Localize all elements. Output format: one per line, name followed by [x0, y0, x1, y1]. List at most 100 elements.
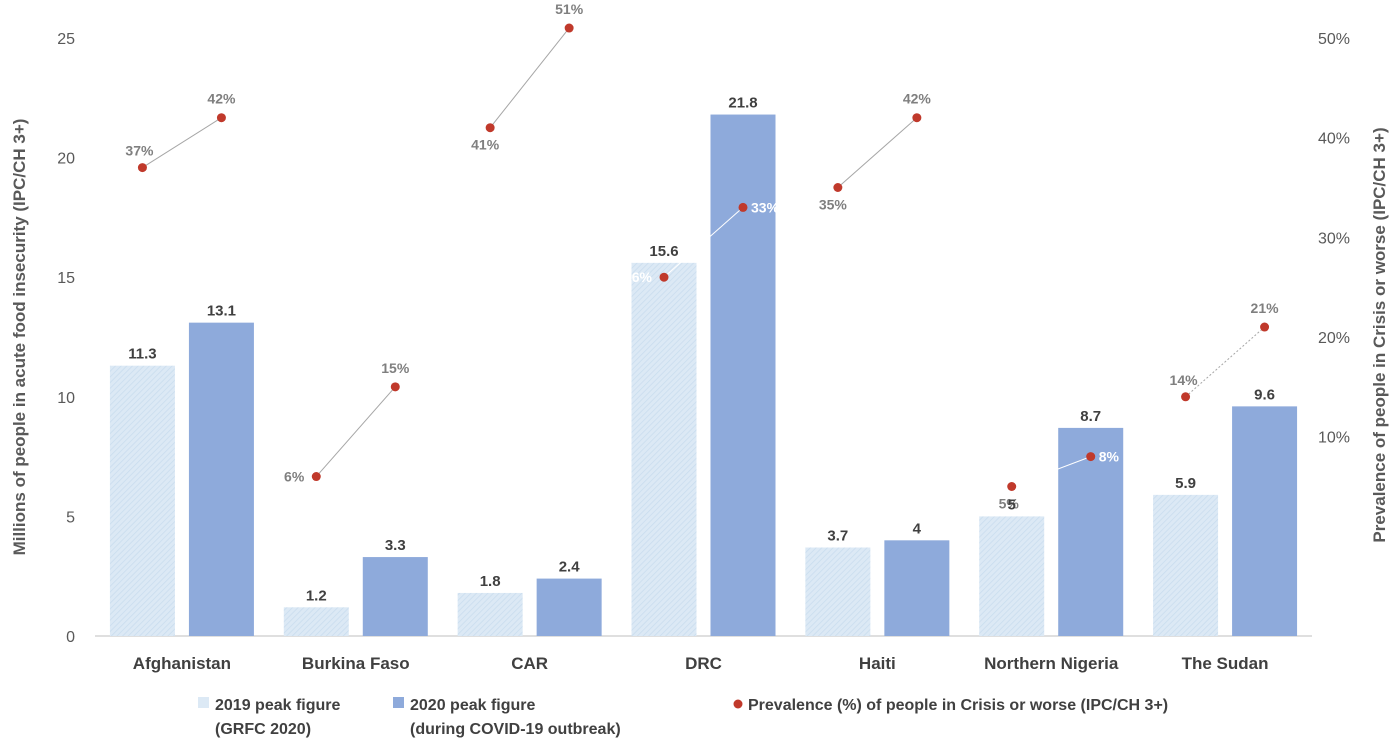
- prevalence-label-2019: 5%: [999, 496, 1020, 512]
- bars: [109, 114, 1298, 636]
- y-tick-label: 10: [57, 390, 75, 407]
- bar-value-label: 1.2: [306, 587, 327, 604]
- prevalence-label-2019: 41%: [471, 137, 500, 153]
- legend-label-2020-line2: (during COVID-19 outbreak): [410, 721, 621, 738]
- prevalence-label-2020: 21%: [1251, 300, 1280, 316]
- prevalence-label-2020: 42%: [903, 91, 932, 107]
- prevalence-lines: 37% 42% 6% 15% 41% 51% 26% 33% 35% 42% 5% 8% 14% 21%: [125, 1, 1279, 511]
- y-tick-label: 5: [66, 509, 75, 526]
- bar-value-label: 2.4: [559, 559, 581, 576]
- bar-value-label: 3.7: [827, 527, 848, 544]
- category-label: Afghanistan: [133, 654, 231, 673]
- bar-2020: [536, 578, 602, 636]
- bar-2019: [283, 607, 349, 636]
- prevalence-label-2020: 51%: [555, 1, 584, 17]
- legend: 2019 peak figure (GRFC 2020) 2020 peak f…: [198, 697, 1168, 738]
- bar-2019: [979, 516, 1045, 636]
- bar-2019: [457, 592, 523, 636]
- prevalence-line: [1185, 326, 1265, 398]
- bar-2020: [362, 557, 428, 636]
- bar-value-label: 11.3: [128, 346, 156, 363]
- prevalence-marker-2019: [659, 272, 669, 282]
- prevalence-line: [142, 117, 222, 168]
- y2-tick-label: 30%: [1318, 230, 1350, 247]
- bar-value-label: 15.6: [649, 243, 678, 260]
- prevalence-line: [315, 386, 396, 477]
- bar-2019: [1153, 494, 1219, 636]
- y-tick-label: 20: [57, 151, 75, 168]
- prevalence-marker-2019: [485, 123, 495, 133]
- bar-2019: [631, 262, 697, 636]
- y-tick-label: 25: [57, 31, 75, 48]
- prevalence-marker-2020: [390, 382, 400, 392]
- y2-tick-label: 10%: [1318, 430, 1350, 447]
- y-tick-label: 15: [57, 270, 75, 287]
- bar-2020: [188, 322, 254, 636]
- bar-value-label: 5: [1008, 496, 1016, 513]
- bar-value-label: 1.8: [480, 573, 501, 590]
- bar-value-label: 21.8: [728, 95, 757, 112]
- legend-label-2020-line1: 2020 peak figure: [410, 697, 536, 714]
- category-label: CAR: [511, 654, 548, 673]
- category-label: Burkina Faso: [302, 654, 410, 673]
- bar-2020: [710, 114, 776, 636]
- bar-2019: [109, 365, 175, 636]
- legend-marker-prevalence: [733, 699, 743, 709]
- prevalence-label-2020: 33%: [751, 199, 780, 215]
- bar-value-label: 8.7: [1080, 408, 1101, 425]
- y-tick-label: 0: [66, 629, 75, 646]
- legend-label-prevalence: Prevalence (%) of people in Crisis or wo…: [748, 697, 1168, 714]
- bar-2020: [884, 540, 950, 636]
- category-label: DRC: [685, 654, 722, 673]
- y2-tick-label: 20%: [1318, 330, 1350, 347]
- prevalence-label-2020: 8%: [1099, 449, 1120, 465]
- prevalence-label-2019: 14%: [1170, 372, 1199, 388]
- y-axis-title: Millions of people in acute food insecur…: [10, 119, 29, 556]
- prevalence-marker-2019: [311, 472, 321, 482]
- bar-value-label: 13.1: [207, 303, 236, 320]
- prevalence-marker-2020: [1260, 322, 1270, 332]
- legend-label-2019-line1: 2019 peak figure: [215, 697, 341, 714]
- y2-axis-ticks: 10% 20% 30% 40% 50%: [1318, 31, 1350, 447]
- bar-value-label: 3.3: [385, 537, 406, 554]
- y2-tick-label: 50%: [1318, 31, 1350, 48]
- prevalence-marker-2020: [1086, 452, 1096, 462]
- prevalence-marker-2020: [216, 113, 226, 123]
- y2-axis-title: Prevalence of people in Crisis or worse …: [1370, 127, 1389, 542]
- prevalence-marker-2019: [1007, 482, 1017, 491]
- prevalence-marker-2019: [833, 183, 843, 192]
- prevalence-label-2019: 37%: [125, 143, 154, 159]
- bar-value-label: 9.6: [1254, 386, 1275, 403]
- bar-value-label: 5.9: [1175, 475, 1196, 492]
- bar-2020: [1232, 406, 1298, 636]
- prevalence-marker-2020: [912, 113, 922, 123]
- bar-value-label: 4: [913, 520, 922, 537]
- legend-swatch-2019: [198, 697, 209, 708]
- prevalence-line: [837, 117, 918, 188]
- category-labels: Afghanistan Burkina Faso CAR DRC Haiti Northe…: [133, 654, 1269, 673]
- legend-label-2019-line2: (GRFC 2020): [215, 721, 311, 738]
- prevalence-label-2019: 26%: [624, 269, 653, 285]
- prevalence-label-2019: 35%: [819, 197, 848, 213]
- prevalence-marker-2019: [1181, 392, 1191, 402]
- prevalence-label-2019: 6%: [284, 469, 305, 485]
- bar-labels: 11.3 13.1 1.2 3.3 1.8 2.4 15.6 21.8 3.7 4 5 8.7 5.9 9…: [128, 95, 1275, 605]
- prevalence-line: [1011, 456, 1091, 487]
- bar-2019: [805, 547, 871, 636]
- legend-swatch-2020: [393, 697, 404, 708]
- category-label: Northern Nigeria: [984, 654, 1119, 673]
- category-label: The Sudan: [1182, 654, 1269, 673]
- prevalence-line: [489, 27, 570, 129]
- prevalence-marker-2020: [564, 23, 574, 33]
- prevalence-marker-2020: [738, 202, 748, 212]
- prevalence-label-2020: 15%: [381, 360, 410, 376]
- prevalence-marker-2019: [137, 163, 147, 173]
- prevalence-label-2020: 42%: [207, 91, 236, 107]
- bar-2020: [1058, 427, 1124, 636]
- y-axis-ticks: 0 5 10 15 20 25: [57, 31, 75, 646]
- category-label: Haiti: [859, 654, 896, 673]
- y2-tick-label: 40%: [1318, 131, 1350, 148]
- prevalence-line: [663, 207, 744, 278]
